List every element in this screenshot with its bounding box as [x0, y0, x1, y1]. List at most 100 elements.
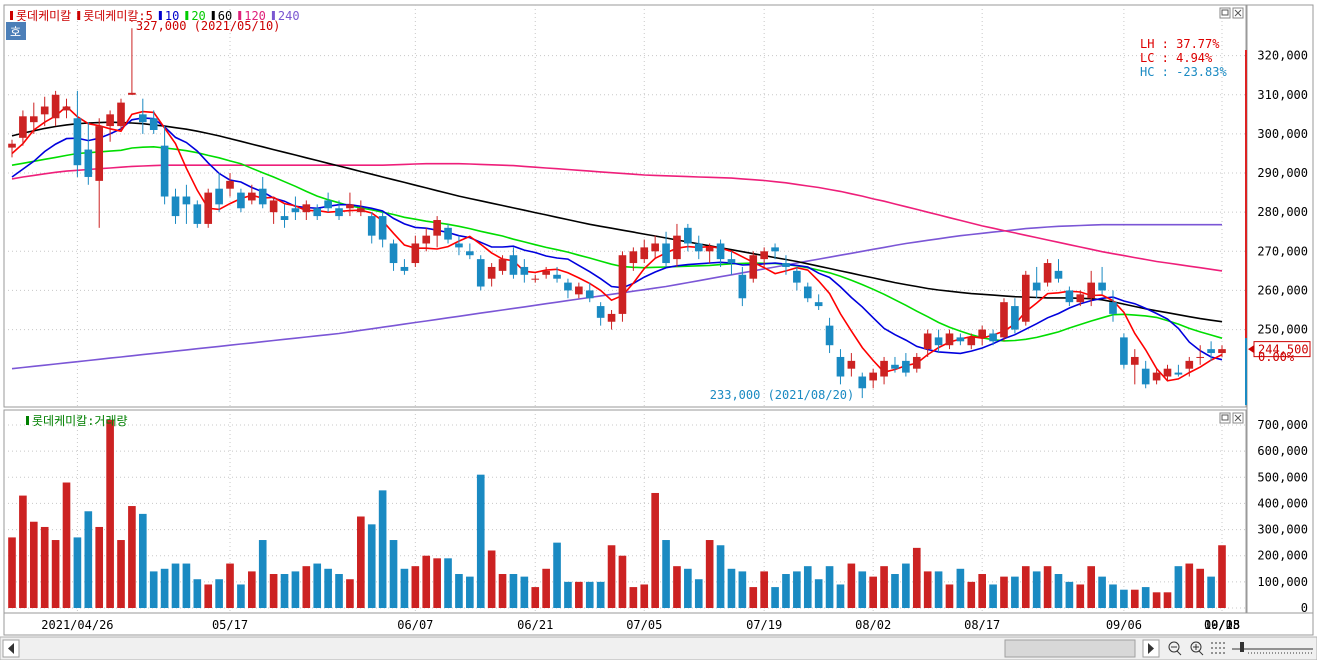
price-tick-label: 300,000: [1257, 127, 1308, 141]
ma5-line: [11, 105, 1223, 382]
candle: [422, 227, 431, 252]
candle: [455, 235, 463, 256]
maximize-icon: [1221, 9, 1229, 16]
candle: [1087, 270, 1096, 307]
volume-bar: [84, 511, 93, 608]
volume-bar: [891, 574, 899, 608]
legend-item: 롯데케미칼:5: [83, 9, 153, 23]
date-tick-label: 09/23: [1204, 618, 1240, 632]
volume-bar: [182, 563, 191, 608]
candle: [149, 110, 158, 134]
volume-bar: [651, 492, 659, 608]
volume-bar: [553, 542, 561, 608]
candle: [542, 266, 550, 279]
volume-bar: [367, 524, 376, 608]
candle: [193, 200, 202, 228]
candle: [400, 259, 409, 275]
volume-bar: [869, 576, 877, 608]
candle: [760, 247, 768, 267]
candle: [226, 173, 234, 197]
price-tick-label: 250,000: [1257, 323, 1308, 337]
zoom-out-button[interactable]: [1168, 641, 1182, 656]
candle: [694, 235, 703, 260]
ma120-line: [11, 162, 1223, 272]
volume-bar: [1141, 587, 1150, 608]
volume-bar: [618, 555, 627, 608]
candle: [651, 235, 659, 260]
legend-item: 120: [244, 9, 266, 23]
slider-handle[interactable]: [1240, 642, 1244, 652]
volume-tick-label: 200,000: [1257, 549, 1308, 563]
candle: [880, 356, 888, 385]
volume-tick-label: 300,000: [1257, 523, 1308, 537]
candle: [51, 90, 60, 127]
candle: [280, 204, 289, 228]
legend-item: 240: [278, 9, 300, 23]
volume-bar: [782, 574, 790, 608]
candle: [803, 282, 812, 303]
date-tick-label: 08/17: [964, 618, 1000, 632]
volume-bar: [989, 584, 997, 608]
price-tick-label: 280,000: [1257, 205, 1308, 219]
volume-bar: [8, 537, 16, 608]
volume-pane-maximize-button[interactable]: [1219, 412, 1231, 424]
zoom-slider[interactable]: [1232, 642, 1313, 654]
price-tick-label: 320,000: [1257, 49, 1308, 63]
volume-bar: [466, 576, 474, 608]
last-price-marker: 244,500 0.00%: [1248, 341, 1311, 364]
volume-bar: [673, 566, 681, 608]
stat-lh: LH : 37.77%: [1140, 37, 1220, 51]
candle: [684, 223, 692, 252]
period-badge[interactable]: [6, 22, 26, 40]
volume-bar: [978, 574, 986, 608]
candle: [618, 251, 627, 322]
candle: [215, 173, 223, 213]
volume-bar: [858, 571, 867, 608]
price-axis-ticks: 320,000 310,000 300,000 290,000 280,000 270,0…: [1257, 49, 1308, 337]
candle: [1011, 298, 1019, 334]
zoom-out-icon: [1176, 650, 1182, 656]
volume-tick-label: 600,000: [1257, 444, 1308, 458]
volume-bar: [193, 579, 202, 608]
candle: [1185, 356, 1194, 377]
legend-marker: [185, 11, 189, 20]
price-tick-label: 310,000: [1257, 88, 1308, 102]
candle: [869, 368, 877, 389]
candle: [1152, 368, 1161, 385]
volume-bar: [880, 566, 888, 608]
volume-bar: [934, 571, 943, 608]
price-pane-maximize-button[interactable]: [1219, 7, 1231, 19]
candle: [302, 200, 311, 220]
price-pane[interactable]: [3, 4, 1247, 408]
candle: [160, 126, 169, 205]
volume-bar: [215, 579, 223, 608]
moving-average-lines: [11, 105, 1223, 382]
volume-bar: [1076, 584, 1085, 608]
volume-bar: [1152, 592, 1161, 608]
candle: [912, 353, 921, 373]
volume-bar: [29, 521, 38, 608]
candle: [73, 90, 82, 177]
volume-bar: [825, 566, 834, 608]
volume-bar: [520, 576, 529, 608]
ma240-line: [11, 223, 1222, 370]
volume-bar: [967, 581, 976, 608]
candle: [128, 28, 136, 95]
legend-marker: [271, 11, 275, 20]
candle: [248, 184, 256, 205]
candle: [836, 349, 845, 385]
candle: [1130, 349, 1139, 385]
volume-bar: [106, 419, 114, 608]
volume-bar: [19, 495, 27, 608]
scroll-thumb[interactable]: [1004, 639, 1136, 658]
volume-bar: [575, 581, 583, 608]
price-tick-label: 260,000: [1257, 283, 1308, 297]
legend-marker: [77, 11, 81, 20]
candle: [411, 235, 420, 267]
volume-bar: [760, 571, 768, 608]
volume-bar: [814, 579, 823, 608]
candle: [847, 353, 856, 377]
date-tick-label: 2021/04/26: [41, 618, 113, 632]
zoom-in-button[interactable]: [1190, 641, 1204, 656]
